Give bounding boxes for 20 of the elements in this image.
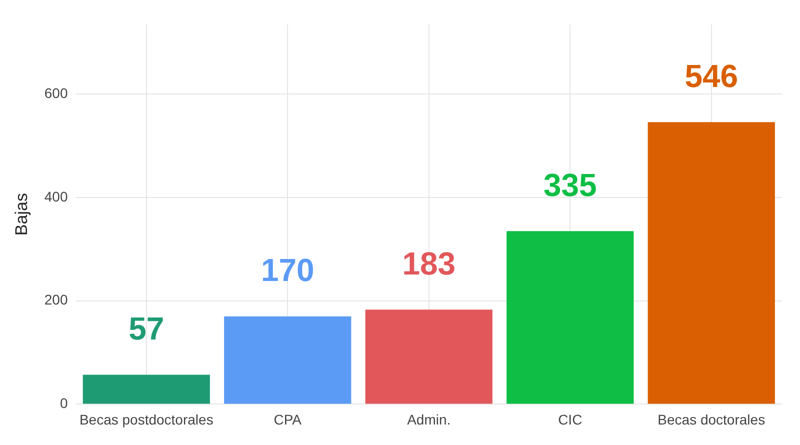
data-label: 546 xyxy=(684,58,738,94)
bar xyxy=(506,231,634,404)
data-label: 335 xyxy=(543,166,597,203)
bar xyxy=(82,374,210,404)
data-label: 170 xyxy=(260,252,314,288)
x-tick-label: Becas doctorales xyxy=(658,411,766,428)
y-tick-label: 600 xyxy=(44,85,68,102)
bar xyxy=(224,316,352,404)
y-tick-label: 400 xyxy=(44,188,68,204)
y-axis-title: Bajas xyxy=(12,193,31,236)
bar xyxy=(648,122,775,404)
x-tick-label: Becas postdoctorales xyxy=(79,411,214,428)
y-tick-label: 0 xyxy=(60,395,68,412)
x-tick-label: CIC xyxy=(558,411,582,428)
x-tick-label: Admin. xyxy=(407,411,451,428)
data-label: 57 xyxy=(128,310,164,347)
y-tick-label: 200 xyxy=(44,292,68,308)
x-tick-label: CPA xyxy=(274,411,302,428)
data-label: 183 xyxy=(402,245,456,282)
bar xyxy=(365,310,492,404)
